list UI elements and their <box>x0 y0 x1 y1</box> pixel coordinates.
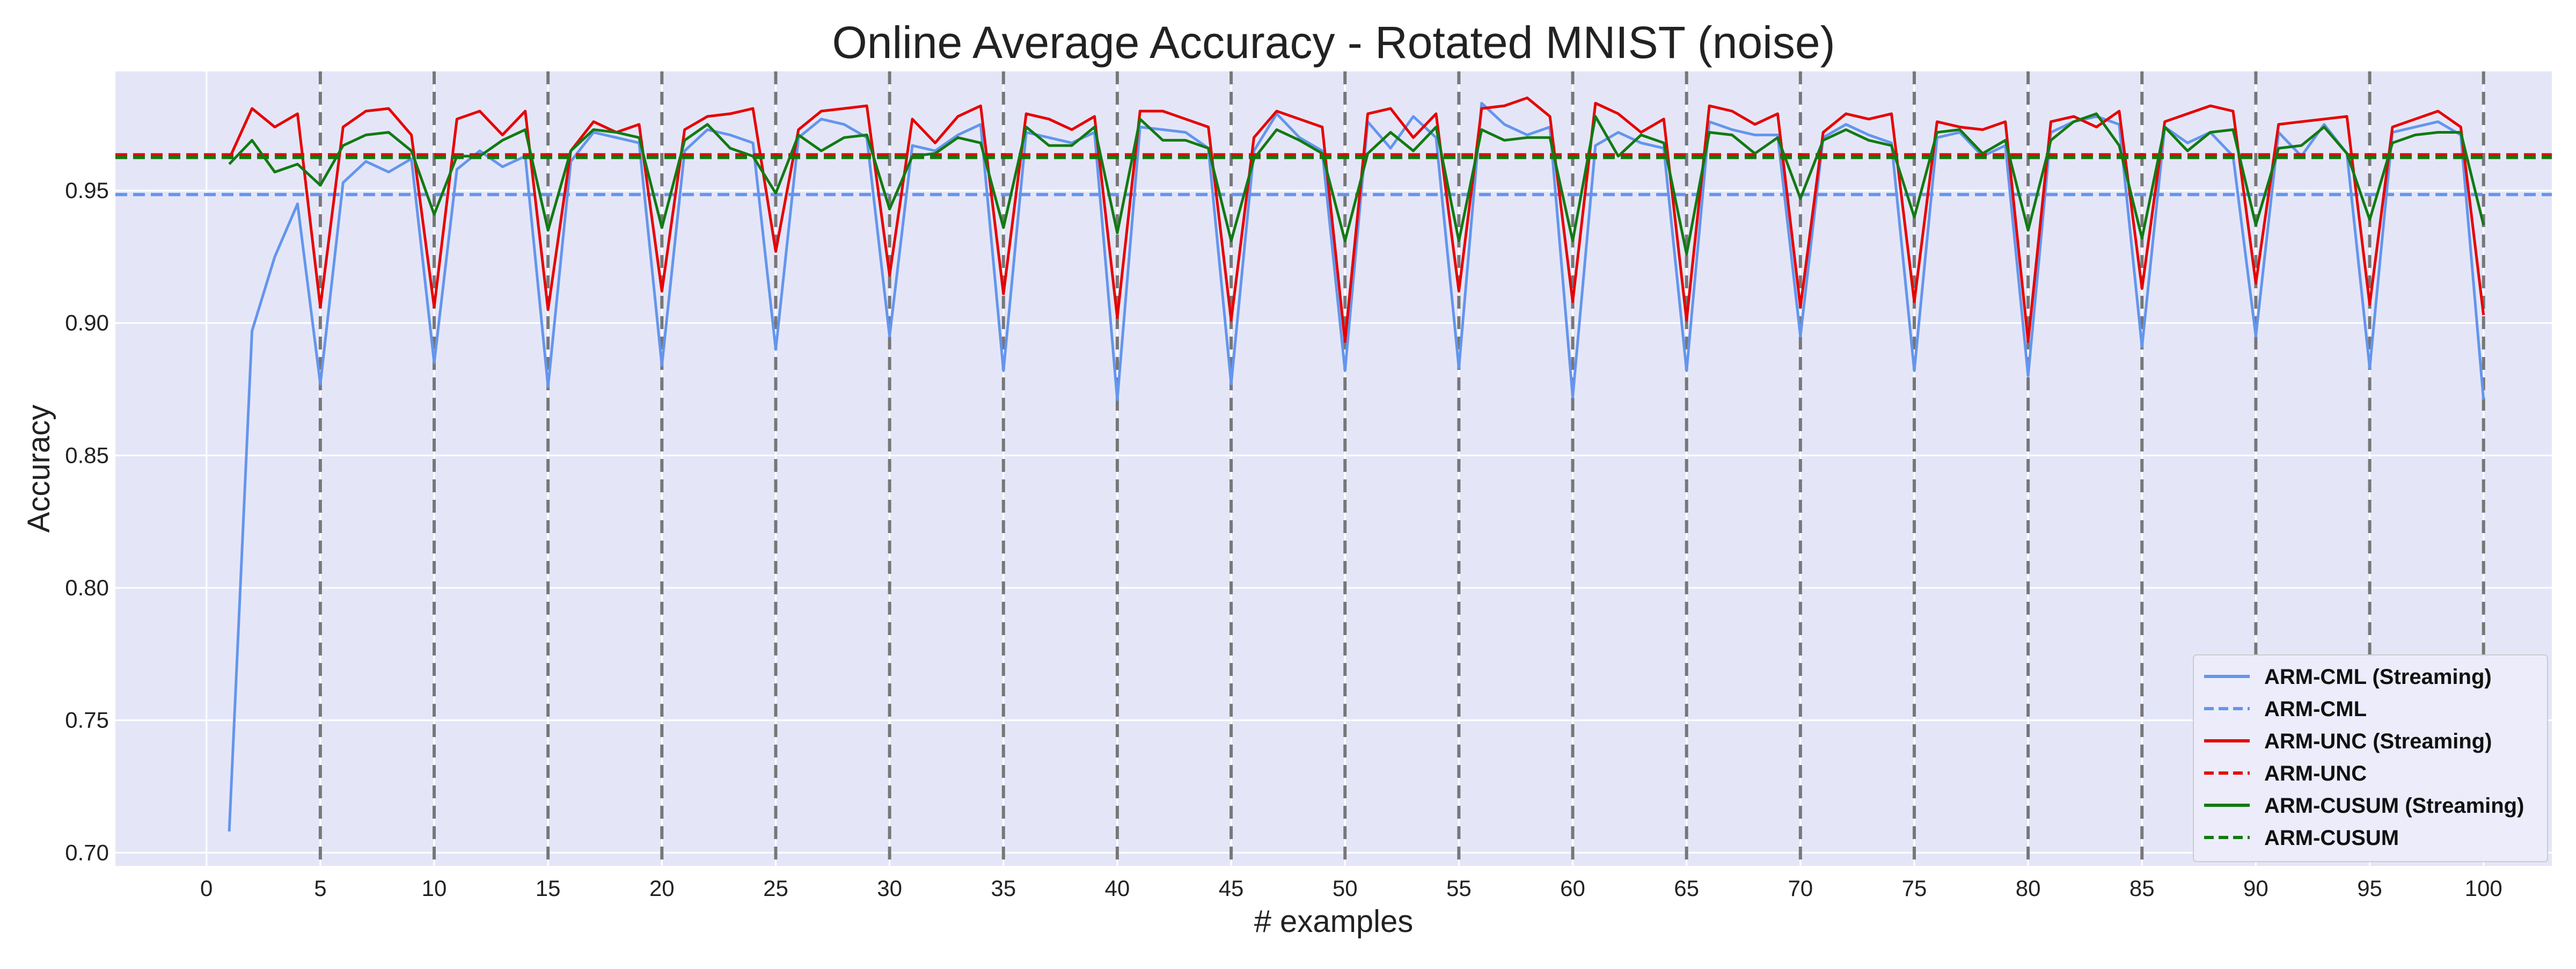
x-tick-label: 40 <box>1105 876 1130 901</box>
x-tick-label: 60 <box>1560 876 1585 901</box>
x-tick-label: 95 <box>2357 876 2382 901</box>
y-tick-label: 0.85 <box>65 442 109 468</box>
x-tick-label: 90 <box>2243 876 2268 901</box>
axis-ticks: 0 5 10 15 20 25 30 35 40 45 50 55 60 65 70 75 80 85 90 95 10… <box>65 178 2502 901</box>
y-tick-label: 0.70 <box>65 840 109 865</box>
x-tick-label: 20 <box>649 876 675 901</box>
x-tick-label: 55 <box>1446 876 1472 901</box>
series-line-4 <box>228 112 2485 256</box>
x-tick-label: 85 <box>2129 876 2155 901</box>
y-tick-label: 0.95 <box>65 178 109 203</box>
x-tick-label: 70 <box>1788 876 1813 901</box>
x-tick-label: 25 <box>763 876 788 901</box>
y-axis-label: Accuracy <box>21 405 56 533</box>
x-tick-label: 35 <box>991 876 1016 901</box>
y-tick-label: 0.75 <box>65 708 109 733</box>
legend-box <box>2193 654 2548 862</box>
x-tick-label: 80 <box>2016 876 2041 901</box>
legend-label: ARM-CUSUM <box>2264 826 2399 850</box>
legend-label: ARM-UNC (Streaming) <box>2264 730 2492 753</box>
x-tick-label: 30 <box>877 876 902 901</box>
x-tick-label: 45 <box>1219 876 1244 901</box>
x-tick-label: 15 <box>536 876 561 901</box>
y-tick-label: 0.90 <box>65 310 109 336</box>
x-tick-label: 100 <box>2465 876 2502 901</box>
x-tick-label: 65 <box>1674 876 1699 901</box>
x-tick-label: 5 <box>314 876 326 901</box>
legend-label: ARM-CUSUM (Streaming) <box>2264 794 2524 818</box>
legend-label: ARM-CML <box>2264 697 2367 721</box>
legend-label: ARM-UNC <box>2264 762 2367 785</box>
series-lines <box>115 96 2552 832</box>
y-tick-label: 0.80 <box>65 575 109 600</box>
x-tick-label: 75 <box>1902 876 1927 901</box>
drift-markers <box>318 71 2485 866</box>
x-tick-label: 0 <box>200 876 213 901</box>
series-line-2 <box>228 96 2485 343</box>
legend-label: ARM-CML (Streaming) <box>2264 665 2492 689</box>
chart-title: Online Average Accuracy - Rotated MNIST … <box>832 17 1835 68</box>
x-axis-label: # examples <box>1254 904 1414 939</box>
x-tick-label: 10 <box>422 876 447 901</box>
x-tick-label: 50 <box>1333 876 1358 901</box>
plot-area <box>115 71 2552 866</box>
chart-legend: ARM-CML (Streaming) ARM-CML ARM-UNC (Strea… <box>2193 654 2548 862</box>
